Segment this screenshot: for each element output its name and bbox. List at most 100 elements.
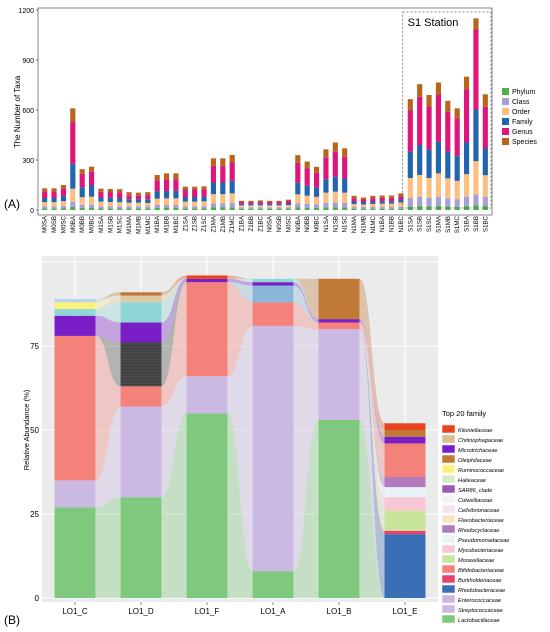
bar-segment-class bbox=[145, 206, 151, 209]
bar-segment-family bbox=[220, 182, 226, 195]
bar-segment-family bbox=[323, 179, 329, 193]
panel-b-legend: Kiloniellaceae Chitinophagaceae Microtrich… bbox=[441, 424, 509, 624]
bar-segment-family bbox=[351, 201, 357, 204]
bar-segment-species bbox=[482, 94, 488, 107]
bar-segment-family bbox=[482, 148, 488, 176]
bar-segment-phylum bbox=[417, 205, 423, 210]
bar-segment-class bbox=[370, 207, 376, 209]
bar-segment-order bbox=[229, 193, 235, 203]
flow-band bbox=[161, 278, 187, 303]
bar-segment-phylum bbox=[182, 208, 188, 210]
hatch-pattern bbox=[120, 342, 162, 385]
bar-segment-order bbox=[238, 205, 245, 208]
bar-segment-family bbox=[173, 190, 179, 199]
bar-segment bbox=[54, 309, 96, 316]
bar-segment-order bbox=[117, 202, 123, 207]
bar-segment-class bbox=[295, 203, 301, 208]
bar-segment-species bbox=[163, 173, 170, 180]
bar-segment-family bbox=[163, 190, 170, 199]
bar-segment-genus bbox=[332, 151, 338, 177]
legend-swatch bbox=[441, 544, 456, 554]
bar-segment-species bbox=[145, 192, 151, 196]
bar-segment-genus bbox=[107, 192, 113, 198]
flow-band bbox=[227, 282, 253, 377]
bar-segment-genus bbox=[342, 156, 348, 179]
bar-segment-family bbox=[360, 202, 367, 205]
panel-b-legend-title: Top 20 family bbox=[442, 409, 486, 418]
flow-band bbox=[293, 282, 319, 323]
bar-segment bbox=[120, 322, 162, 343]
bar-segment-order bbox=[182, 201, 188, 207]
flow-band bbox=[293, 278, 319, 320]
bar-segment bbox=[120, 406, 162, 498]
bar-segment-genus bbox=[313, 172, 320, 188]
bar-segment-class bbox=[323, 202, 329, 208]
bar-segment-species bbox=[351, 195, 357, 199]
bar-segment-species bbox=[88, 166, 95, 172]
legend-swatch bbox=[441, 534, 456, 544]
y-tick-label: 50 bbox=[30, 426, 39, 435]
flow-band bbox=[293, 325, 319, 572]
bar-segment-phylum bbox=[238, 208, 245, 210]
bar-segment-family bbox=[238, 203, 245, 206]
bar-segment-order bbox=[201, 201, 207, 207]
bar-segment-species bbox=[445, 100, 451, 112]
bar-segment-family bbox=[332, 176, 338, 192]
bar-segment-species bbox=[473, 18, 479, 30]
bar-segment-order bbox=[173, 198, 179, 205]
bar-segment-order bbox=[267, 205, 273, 208]
bar-segment-class bbox=[70, 202, 76, 207]
bar-segment-species bbox=[360, 197, 367, 200]
panel-b-bars bbox=[54, 275, 426, 598]
bar-segment-species bbox=[379, 195, 385, 198]
bar-segment bbox=[384, 443, 426, 478]
bar-segment-class bbox=[388, 207, 395, 209]
legend-entry: Class bbox=[512, 99, 530, 106]
legend-swatch bbox=[441, 504, 456, 514]
bar-segment-species bbox=[426, 95, 432, 107]
bar-segment-family bbox=[435, 141, 442, 174]
legend-entry: Kiloniellaceae bbox=[458, 428, 493, 434]
bar-segment-species bbox=[201, 186, 207, 190]
bar-segment bbox=[186, 275, 228, 279]
flow-band bbox=[359, 329, 385, 531]
x-tick-label: Z1SB bbox=[192, 216, 199, 231]
bar-segment-order bbox=[135, 202, 142, 207]
bar-segment bbox=[384, 510, 426, 531]
x-tick-label: M0BC bbox=[89, 215, 96, 233]
bar-segment-family bbox=[342, 178, 348, 193]
bar-segment-phylum bbox=[332, 207, 338, 210]
x-tick-label: N1SC bbox=[342, 215, 349, 232]
bar-segment-class bbox=[426, 198, 432, 207]
bar-segment-species bbox=[295, 155, 301, 163]
bar-segment-species bbox=[51, 188, 57, 192]
bar-segment-class bbox=[220, 203, 226, 208]
bar-segment-species bbox=[210, 158, 217, 166]
flow-band bbox=[95, 315, 121, 343]
bar-segment-class bbox=[304, 204, 310, 208]
legend-entry: Burkholderiaceae bbox=[458, 578, 502, 584]
y-tick-label: 25 bbox=[30, 510, 39, 519]
bar-segment bbox=[186, 376, 228, 414]
x-tick-label: N1BC bbox=[398, 215, 405, 232]
bar-segment bbox=[54, 507, 96, 598]
bar-segment bbox=[384, 530, 426, 535]
x-tick-label: N0SC bbox=[285, 215, 292, 232]
bar-segment-family bbox=[257, 203, 263, 206]
bar-segment-species bbox=[229, 155, 235, 163]
x-tick-label: S1SA bbox=[407, 215, 414, 232]
flow-band bbox=[161, 278, 187, 296]
bar-segment-family bbox=[154, 191, 160, 199]
x-tick-label: Z1BA bbox=[239, 215, 246, 231]
flow-band bbox=[293, 278, 319, 320]
bar-segment bbox=[120, 386, 162, 407]
flow-band bbox=[161, 282, 187, 387]
bar-segment-phylum bbox=[173, 208, 179, 210]
bar-segment-species bbox=[79, 169, 85, 174]
bar-segment-class bbox=[342, 203, 348, 208]
bar-segment-genus bbox=[323, 157, 329, 180]
x-tick-label: N1BB bbox=[389, 216, 396, 232]
bar-segment-phylum bbox=[351, 208, 357, 210]
bar-segment-species bbox=[98, 188, 104, 192]
legend-entry: Streptococcaceae bbox=[458, 608, 503, 614]
